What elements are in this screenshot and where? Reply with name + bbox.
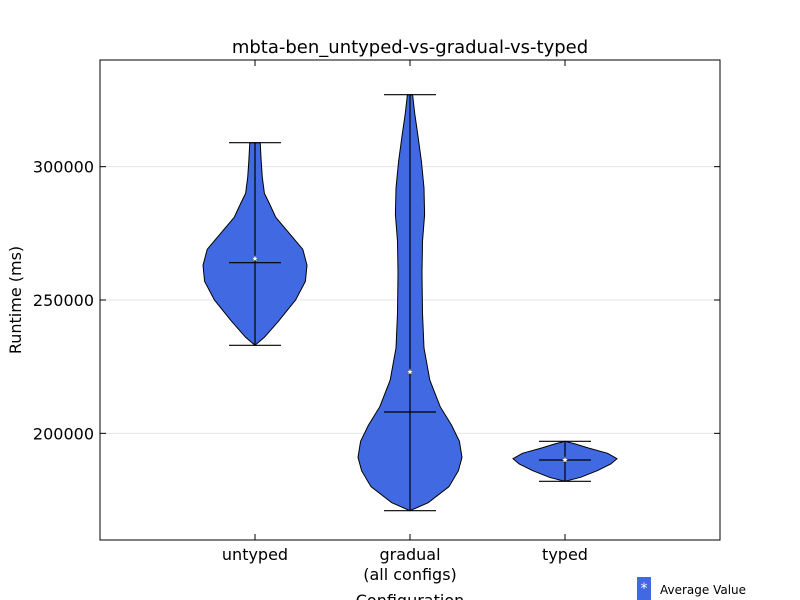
- y-axis-label: Runtime (ms): [6, 246, 25, 354]
- x-tick-label: untyped: [222, 545, 288, 564]
- mean-marker: [406, 367, 414, 376]
- legend-marker: *: [641, 581, 648, 597]
- legend: * Average Value: [637, 577, 746, 600]
- mean-marker: [251, 254, 259, 263]
- x-axis-label: Configuration: [356, 591, 465, 600]
- y-tick-label: 300000: [33, 158, 94, 177]
- y-axis-ticks: 200000 250000 300000: [33, 158, 720, 443]
- chart-title: mbta-ben_untyped-vs-gradual-vs-typed: [232, 37, 588, 58]
- y-tick-label: 200000: [33, 424, 94, 443]
- x-tick-label: typed: [542, 545, 588, 564]
- x-axis-ticks: untyped gradual(all configs) typed: [222, 60, 588, 584]
- legend-swatch: [637, 577, 651, 600]
- x-tick-label: gradual: [379, 545, 440, 564]
- legend-label: Average Value: [660, 583, 746, 597]
- x-tick-label: (all configs): [363, 565, 457, 584]
- mean-marker: [561, 455, 569, 464]
- violins: [202, 94, 618, 512]
- y-tick-label: 250000: [33, 291, 94, 310]
